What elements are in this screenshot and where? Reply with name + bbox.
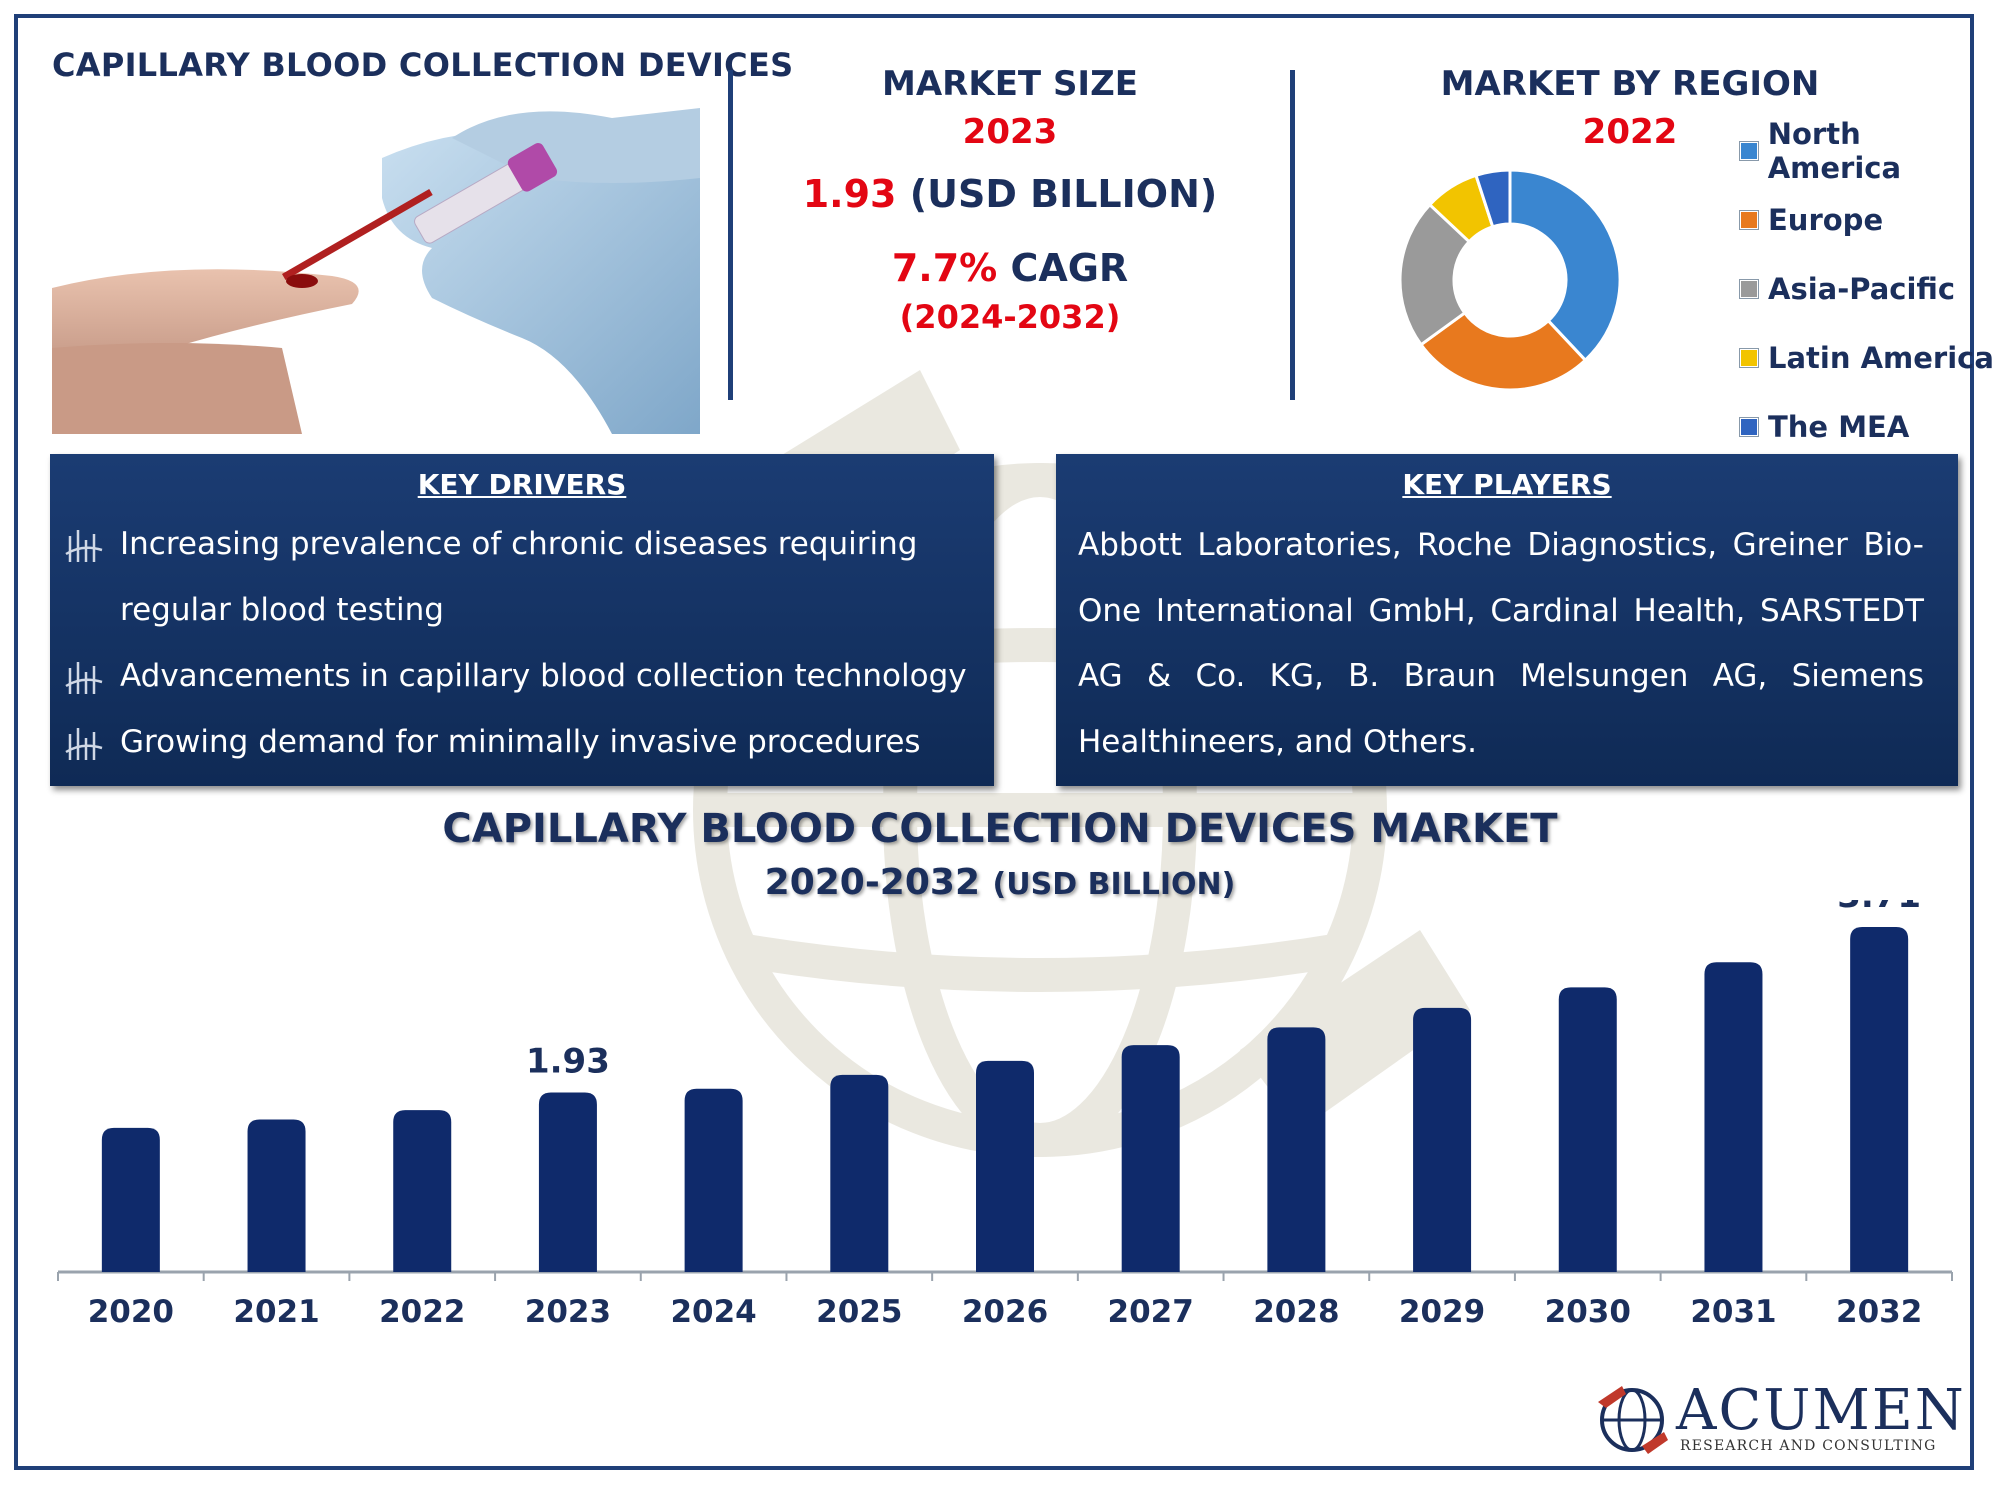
cagr-label: CAGR [1010,246,1129,290]
trend-bars-icon [65,728,103,760]
bar-2025 [830,1074,889,1272]
data-label: 1.93 [526,1042,610,1082]
key-drivers-heading: KEY DRIVERS [417,468,627,501]
x-tick-label: 2025 [816,1294,902,1330]
x-tick-label: 2029 [1399,1294,1485,1330]
x-tick-label: 2020 [88,1294,174,1330]
legend-label: North America [1767,116,1902,185]
data-label: 3.71 [1837,900,1921,916]
key-players-panel: KEY PLAYERS Abbott Laboratories, Roche D… [1056,454,1958,786]
logo-globe-icon [1598,1386,1668,1454]
market-size-number: 1.93 [802,172,897,216]
driver-text: Advancements in capillary blood collecti… [120,658,967,694]
legend-label: Asia-Pacific [1768,271,1956,306]
market-region-year: 2022 [1582,112,1678,152]
legend-label: Europe [1768,202,1884,237]
cagr-value: 7.7% [891,246,998,290]
cagr-range: (2024-2032) [899,298,1121,336]
bar-2023 [538,1092,597,1272]
x-tick-label: 2031 [1690,1294,1776,1330]
divider-right [1290,70,1295,400]
infographic-frame [14,14,1974,1470]
market-size-title: MARKET SIZE [882,64,1138,104]
bar-2022 [393,1110,452,1272]
region-legend: North America Europe Asia-Pacific Latin Ame… [1740,116,2000,461]
x-tick-label: 2032 [1836,1294,1922,1330]
legend-swatch [1740,210,1758,229]
x-tick-label: 2026 [962,1294,1048,1330]
x-tick-label: 2028 [1253,1294,1339,1330]
bar-2024 [684,1088,743,1272]
driver-text: Increasing prevalence of chronic disease… [120,526,918,628]
chart-subtitle: 2020-2032 (USD BILLION) [0,862,2000,903]
logo-name: ACUMEN [1676,1378,1966,1443]
driver-text: Growing demand for minimally invasive pr… [120,724,921,760]
donut-slice [1508,168,1622,363]
legend-label: The MEA [1768,409,1910,444]
region-donut-chart [1398,168,1622,392]
legend-swatch [1740,279,1758,298]
driver-item: Advancements in capillary blood collecti… [50,643,994,709]
divider-left [728,70,733,400]
market-region-title: MARKET BY REGION [1440,64,1820,104]
key-players-heading: KEY PLAYERS [1402,468,1612,501]
driver-item: Growing demand for minimally invasive pr… [50,709,994,775]
legend-item: Latin America [1740,323,2000,392]
bar-2031 [1704,962,1763,1272]
x-tick-label: 2023 [525,1294,611,1330]
bar-2028 [1267,1027,1326,1272]
x-tick-label: 2030 [1545,1294,1631,1330]
key-players-text: Abbott Laboratories, Roche Diagnostics, … [1078,527,1924,760]
x-tick-label: 2022 [379,1294,465,1330]
x-tick-label: 2024 [670,1294,756,1330]
donut-slice [1398,202,1472,347]
legend-item: Asia-Pacific [1740,254,2000,323]
x-tick-label: 2027 [1108,1294,1194,1330]
x-tick-label: 2021 [233,1294,319,1330]
market-size-year: 2023 [962,112,1058,152]
trend-bars-icon [65,530,103,562]
market-size-unit: (USD BILLION) [909,172,1218,216]
trend-bars-icon [65,662,103,694]
chart-subtitle-years: 2020-2032 [764,862,980,903]
chart-subtitle-unit: (USD BILLION) [992,867,1236,902]
bar-2030 [1558,987,1617,1272]
market-bar-chart: 2020 2021 2022 2023 1.93 2024 2025 2026 2027 2028… [57,900,1953,1330]
product-photo [52,98,700,434]
legend-item: North America [1740,116,2000,185]
legend-item: Europe [1740,185,2000,254]
legend-swatch [1740,348,1758,367]
key-drivers-panel: KEY DRIVERS Increasing prevalence of chr… [50,454,994,786]
donut-slice [1418,310,1588,392]
acumen-logo: ACUMEN RESEARCH AND CONSULTING [1592,1378,1964,1462]
logo-tagline: RESEARCH AND CONSULTING [1680,1438,1937,1454]
bar-2032 [1850,926,1909,1272]
legend-item: The MEA [1740,392,2000,461]
chart-title: CAPILLARY BLOOD COLLECTION DEVICES MARKE… [442,806,1558,852]
bar-2020 [101,1127,160,1272]
bar-2027 [1121,1045,1180,1272]
market-size-value: 1.93 (USD BILLION) [780,172,1240,216]
bar-2029 [1413,1007,1472,1272]
legend-swatch [1740,141,1758,160]
bar-2026 [976,1060,1034,1272]
driver-item: Increasing prevalence of chronic disease… [50,511,994,643]
donut-slice [1474,168,1512,229]
page-title: CAPILLARY BLOOD COLLECTION DEVICES [52,46,794,84]
legend-swatch [1740,417,1758,436]
legend-label: Latin America [1768,340,1994,375]
bar-2021 [247,1119,306,1272]
key-drivers-list: Increasing prevalence of chronic disease… [50,511,994,775]
cagr: 7.7% CAGR [780,246,1240,290]
